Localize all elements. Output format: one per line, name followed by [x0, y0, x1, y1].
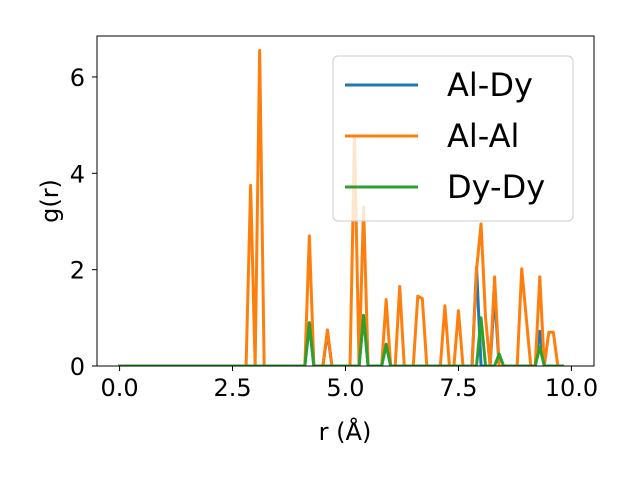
x-tick-label: 2.5	[213, 374, 251, 402]
y-tick-label: 0	[70, 353, 85, 381]
y-axis-label: g(r)	[36, 179, 64, 223]
x-tick-label: 0.0	[101, 374, 139, 402]
series-line-al-al	[118, 48, 564, 366]
legend: Al-Dy Al-Al Dy-Dy	[332, 55, 574, 222]
x-tick-label: 5.0	[326, 374, 364, 402]
legend-label-dy-dy: Dy-Dy	[447, 168, 545, 206]
y-tick-label: 2	[70, 257, 85, 285]
legend-label-al-al: Al-Al	[447, 117, 519, 155]
legend-box	[332, 55, 574, 222]
x-axis-label: r (Å)	[319, 417, 372, 446]
x-tick-label: 10.0	[545, 374, 598, 402]
y-tick-label: 4	[70, 160, 85, 188]
y-tick-label: 6	[70, 64, 85, 92]
legend-label-al-dy: Al-Dy	[447, 66, 533, 104]
x-tick-label: 7.5	[439, 374, 477, 402]
